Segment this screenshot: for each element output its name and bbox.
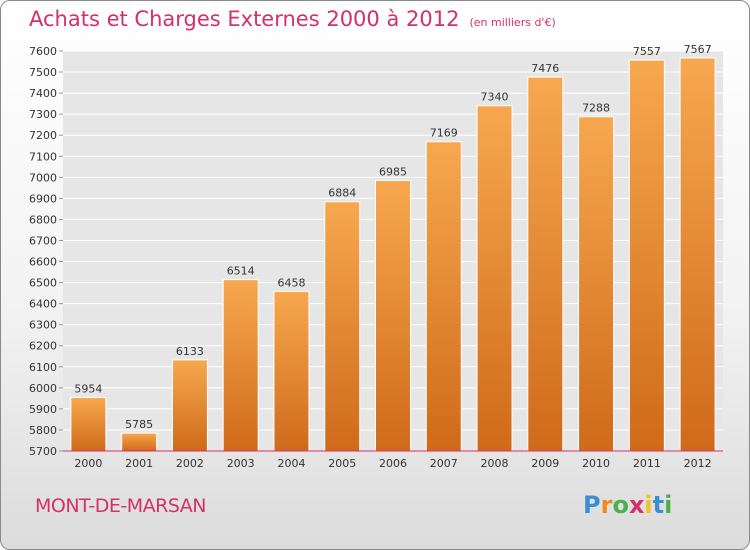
x-tick-label-2001: 2001: [125, 457, 153, 470]
logo-letter: t: [652, 491, 665, 519]
city-name: MONT-DE-MARSAN: [35, 495, 207, 517]
bar-2012: [679, 57, 716, 452]
y-tick-label: 5700: [29, 445, 57, 458]
y-tick-label: 6400: [29, 298, 57, 311]
y-axis-ticks: 5700 5800 5900 6000 6100 6200 6300 6400 6500 6600…: [29, 45, 63, 458]
bars: [70, 57, 716, 452]
data-label-2002: 6133: [176, 345, 204, 358]
logo-letter: o: [612, 491, 629, 519]
y-tick-label: 6600: [29, 256, 57, 269]
data-label-2009: 7476: [531, 62, 559, 75]
y-tick-label: 6800: [29, 213, 57, 226]
chart-title: Achats et Charges Externes 2000 à 2012 (e…: [29, 7, 556, 31]
data-label-2007: 7169: [430, 127, 458, 140]
data-label-2011: 7557: [633, 45, 661, 58]
y-tick-label: 7000: [29, 171, 57, 184]
x-tick-label-2004: 2004: [277, 457, 305, 470]
y-tick-label: 6500: [29, 277, 57, 290]
bar-2003: [222, 279, 259, 452]
data-label-2012: 7567: [684, 43, 712, 56]
x-tick-label-2005: 2005: [328, 457, 356, 470]
logo-letter: x: [628, 491, 645, 519]
y-tick-label: 5900: [29, 403, 57, 416]
data-label-2001: 5785: [125, 418, 153, 431]
data-labels: 5954 5785 6133 6514 6458 6884 6985 7169 7340 7476…: [74, 43, 711, 431]
x-tick-label-2008: 2008: [481, 457, 509, 470]
data-label-2010: 7288: [582, 102, 610, 115]
proxiti-logo: Proxiti: [583, 491, 672, 519]
bar-2000: [70, 397, 107, 452]
bar-2002: [171, 359, 208, 452]
data-label-2005: 6884: [328, 187, 356, 200]
bar-2009: [527, 76, 564, 452]
x-tick-label-2002: 2002: [176, 457, 204, 470]
bar-2008: [476, 105, 513, 452]
data-label-2003: 6514: [227, 265, 255, 278]
x-tick-label-2012: 2012: [684, 457, 712, 470]
bar-2005: [324, 201, 361, 452]
bar-2001: [121, 432, 158, 452]
chart-unit: (en milliers d'€): [469, 16, 556, 29]
y-tick-label: 7100: [29, 150, 57, 163]
x-axis-ticks: 2000 2001 2002 2003 2004 2005 2006 2007 2008 2009…: [63, 450, 723, 470]
x-tick-label-2010: 2010: [582, 457, 610, 470]
y-tick-label: 6100: [29, 361, 57, 374]
data-label-2004: 6458: [277, 276, 305, 289]
x-tick-label-2006: 2006: [379, 457, 407, 470]
y-tick-label: 6300: [29, 319, 57, 332]
logo-letter: i: [644, 491, 653, 519]
y-tick-label: 6900: [29, 192, 57, 205]
y-tick-label: 7500: [29, 66, 57, 79]
y-tick-label: 6000: [29, 382, 57, 395]
data-label-2008: 7340: [481, 91, 509, 104]
y-tick-label: 5800: [29, 424, 57, 437]
data-label-2000: 5954: [74, 383, 102, 396]
x-tick-label-2011: 2011: [633, 457, 661, 470]
logo-letter: i: [664, 491, 673, 519]
bar-2011: [628, 59, 665, 452]
bar-2007: [425, 141, 462, 452]
y-tick-label: 6700: [29, 234, 57, 247]
bar-2006: [375, 179, 411, 452]
bar-2004: [273, 290, 310, 452]
y-tick-label: 7600: [29, 45, 57, 58]
logo-letter: r: [600, 491, 613, 519]
x-tick-label-2003: 2003: [227, 457, 255, 470]
y-tick-label: 7400: [29, 87, 57, 100]
logo-letter: P: [583, 491, 601, 519]
y-tick-label: 7300: [29, 108, 57, 121]
x-tick-label-2007: 2007: [430, 457, 458, 470]
y-tick-label: 6200: [29, 340, 57, 353]
x-tick-label-2000: 2000: [74, 457, 102, 470]
data-label-2006: 6985: [379, 165, 407, 178]
x-tick-label-2009: 2009: [531, 457, 559, 470]
bar-2010: [578, 116, 615, 452]
chart-title-text: Achats et Charges Externes 2000 à 2012: [29, 7, 460, 31]
y-tick-label: 7200: [29, 129, 57, 142]
